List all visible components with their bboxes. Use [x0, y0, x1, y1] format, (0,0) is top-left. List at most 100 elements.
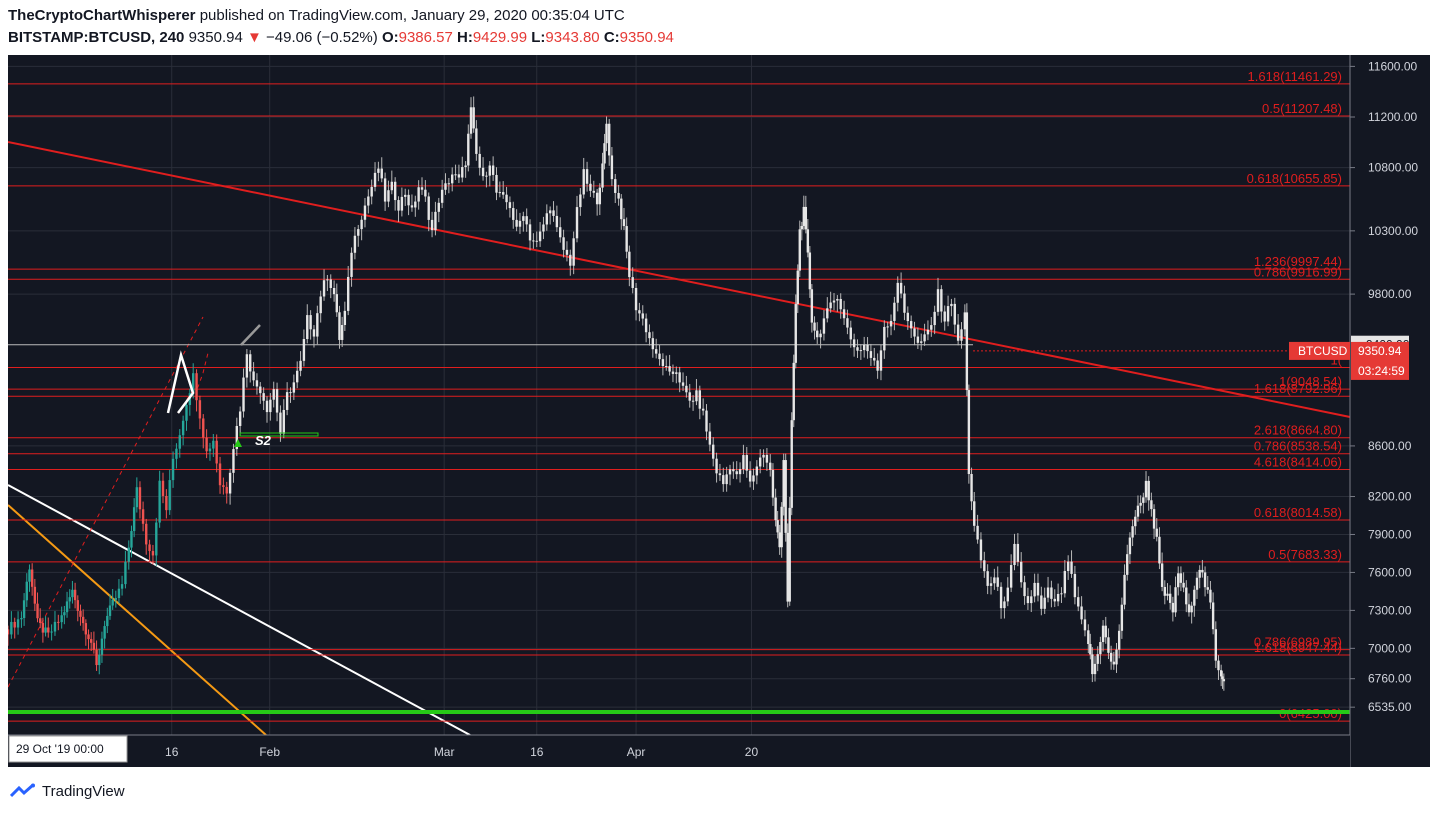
candle-body [661, 359, 665, 367]
white-wave-mark [166, 350, 195, 414]
candle-body [598, 187, 602, 205]
candle-body [353, 235, 357, 253]
candle-body [1198, 569, 1201, 578]
candle-body [171, 458, 175, 481]
candle-body [1117, 630, 1121, 650]
candle-body [501, 192, 505, 195]
candle-body [776, 520, 779, 533]
candle-body [810, 289, 814, 323]
date-tooltip-bg [8, 735, 128, 763]
candle-body [22, 600, 26, 618]
candle-body [628, 251, 631, 278]
price-badge-bg [1351, 341, 1409, 380]
candle-body [326, 279, 329, 281]
candle-body [1080, 606, 1083, 620]
price-tick-label: 7300.00 [1368, 603, 1412, 617]
gray-wave-mark [240, 324, 261, 346]
fib-level-label: 0.786(6989.95) [1254, 635, 1342, 650]
price-chart[interactable]: 1.618(11461.29) 0.5(11207.48) 0.618(10655.… [8, 55, 1430, 767]
candle-body [1147, 480, 1150, 501]
candle-body [813, 322, 816, 331]
candle-body [1056, 593, 1060, 602]
candle-body [792, 362, 795, 421]
candle-body [869, 351, 873, 358]
candle-body [638, 310, 641, 314]
publisher-name[interactable]: TheCryptoChartWhisperer [8, 7, 196, 24]
candle-body [508, 202, 512, 209]
candle-body [701, 408, 705, 411]
candle-body [1139, 502, 1142, 506]
candle-body [953, 303, 956, 325]
candle-body [343, 310, 347, 326]
candle-body [50, 631, 53, 633]
candle-body [1171, 602, 1175, 613]
candle-body [1214, 629, 1217, 661]
candle-body [808, 252, 812, 290]
price-tick-label: 11200.00 [1368, 110, 1417, 124]
candle-body [383, 178, 387, 202]
candle-body [292, 382, 296, 393]
candle-body [454, 174, 457, 176]
candle-body [90, 639, 93, 643]
candle-body [481, 167, 485, 177]
candle-body [780, 506, 783, 548]
candle-body [651, 338, 655, 350]
candle-body [265, 400, 269, 413]
candle-body [360, 219, 363, 230]
candle-body [87, 634, 90, 640]
candle-body [1120, 604, 1124, 631]
candle-body [873, 357, 876, 361]
candle-body [117, 588, 121, 599]
candle-body [1136, 505, 1140, 517]
candle-body [668, 366, 671, 372]
candle-body [748, 470, 752, 482]
chart-canvas[interactable]: 1.618(11461.29) 0.5(11207.48) 0.618(10655.… [8, 55, 1430, 767]
candle-body [404, 194, 407, 197]
candle-body [1201, 569, 1204, 573]
candle-body [798, 229, 801, 271]
candle-body [1093, 663, 1097, 675]
candle-body [788, 507, 791, 602]
candle-body [804, 206, 808, 230]
candle-body [1043, 597, 1046, 609]
candle-body [417, 187, 420, 202]
candle-body [1219, 670, 1223, 677]
candle-body [357, 229, 360, 236]
candle-body [275, 389, 279, 413]
candle-body [552, 210, 555, 216]
candle-body [559, 227, 562, 238]
fib-level-label: 1.618(8792.96) [1254, 381, 1342, 396]
candle-body [989, 583, 993, 586]
brand-name[interactable]: TradingView [42, 782, 125, 800]
candle-body [252, 371, 255, 381]
candle-body [545, 213, 549, 225]
time-tick-label: 16 [530, 745, 544, 759]
s2-label: S2 [255, 433, 272, 448]
candle-body [63, 612, 66, 616]
candle-body [913, 328, 916, 337]
candle-body [393, 181, 397, 201]
candle-body [1177, 573, 1180, 588]
price-badge-text: 9350.94 [1358, 344, 1402, 358]
price-axis: 11600.00 11200.00 10800.00 10300.00 9800.00 8… [1349, 55, 1430, 767]
candle-body [1009, 565, 1013, 588]
candle-body [826, 308, 829, 319]
candle-body [255, 380, 259, 387]
candle-body [464, 165, 467, 168]
candle-body [654, 349, 658, 354]
candle-body [595, 192, 599, 205]
candle-body [806, 229, 810, 253]
candle-body [478, 153, 481, 168]
price-tick-label: 8200.00 [1368, 490, 1412, 504]
candle-body [625, 226, 628, 252]
candle-body [155, 522, 158, 556]
candle-body [8, 629, 10, 635]
candle-body [829, 302, 832, 309]
candle-body [235, 425, 239, 450]
candle-body [1217, 660, 1220, 671]
candle-body [202, 418, 205, 438]
candle-body [1050, 587, 1053, 599]
candle-body [191, 373, 195, 394]
open-label: O: [381, 29, 399, 46]
price-tick-label: 6535.00 [1368, 700, 1412, 714]
